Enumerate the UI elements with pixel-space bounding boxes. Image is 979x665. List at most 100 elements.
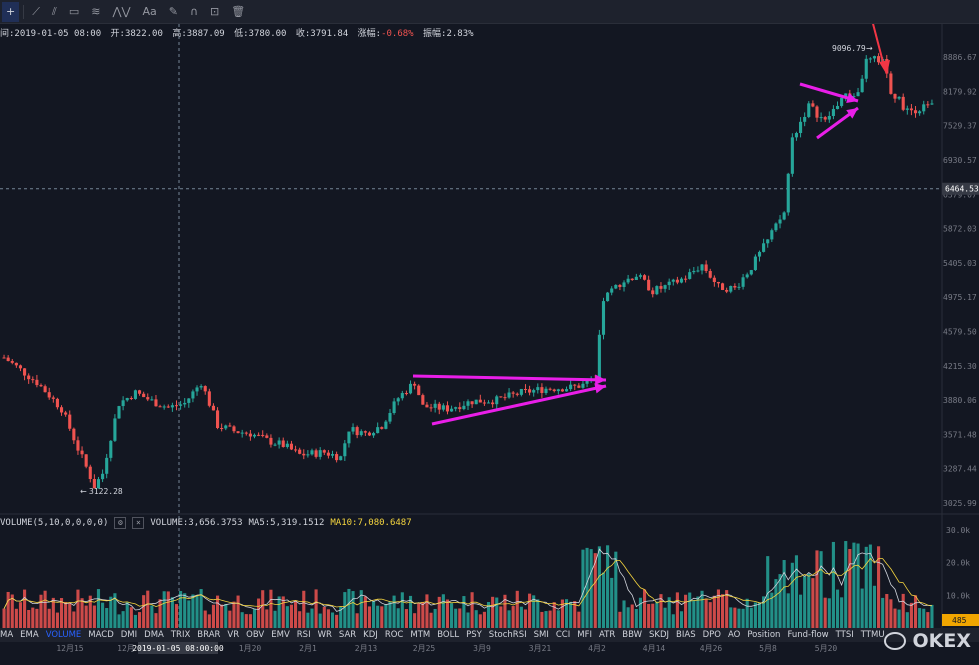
indicator-tab-smi[interactable]: SMI <box>533 630 549 640</box>
volume-bar <box>133 614 137 628</box>
indicator-tab-atr[interactable]: ATR <box>598 630 616 640</box>
indicator-tab-wr[interactable]: WR <box>317 630 332 640</box>
volume-bar <box>692 600 696 628</box>
candle-body <box>803 116 807 122</box>
indicator-tab-volume[interactable]: VOLUME <box>45 630 82 640</box>
volume-bar <box>96 589 101 628</box>
trash-icon[interactable]: 🗑 <box>231 4 246 18</box>
volume-bar <box>294 601 298 628</box>
candle-body <box>532 390 536 393</box>
volume-bar <box>310 608 314 628</box>
volume-bar <box>14 608 18 628</box>
time-tick-label: 2月13 <box>355 644 378 653</box>
indicator-tab-bias[interactable]: BIAS <box>676 630 696 640</box>
volume-bar <box>166 591 170 628</box>
volume-bar <box>220 604 224 628</box>
candle-body <box>762 243 766 252</box>
candle-body <box>897 96 901 99</box>
trend-line-icon[interactable]: ⟋ <box>32 4 40 18</box>
volume-bar <box>433 608 437 628</box>
candle-body <box>76 440 80 451</box>
indicator-tab-mfi[interactable]: MFI <box>577 630 592 640</box>
candle-body <box>146 397 150 400</box>
pencil-icon[interactable]: ✎ <box>168 4 178 18</box>
indicator-tab-dpo[interactable]: DPO <box>702 630 721 640</box>
indicator-tab-roc[interactable]: ROC <box>384 630 404 640</box>
candle-body <box>326 452 330 456</box>
fib-icon[interactable]: ⫽ <box>51 4 57 18</box>
volume-bar <box>881 597 885 628</box>
volume-bar <box>622 600 626 628</box>
indicator-tab-kdj[interactable]: KDJ <box>363 630 378 640</box>
candle-body <box>614 284 618 289</box>
indicator-tab-trix[interactable]: TRIX <box>170 630 191 640</box>
price-tick-label: 6930.57 <box>943 156 977 165</box>
indicator-tab-dmi[interactable]: DMI <box>120 630 138 640</box>
brush-pattern-icon[interactable]: ≋ <box>91 4 101 18</box>
candle-body <box>421 395 425 405</box>
volume-bar <box>462 596 466 628</box>
indicator-tab-bbw[interactable]: BBW <box>622 630 643 640</box>
volume-bar <box>556 610 560 628</box>
volume-bar <box>491 596 495 628</box>
wave-icon[interactable]: ⋀⋁ <box>112 4 131 18</box>
indicator-tab-cci[interactable]: CCI <box>555 630 571 640</box>
rectangle-icon[interactable]: ▭ <box>68 4 80 18</box>
indicator-tab-skdj[interactable]: SKDJ <box>649 630 670 640</box>
candle-body <box>877 56 881 63</box>
indicator-tab-position[interactable]: Position <box>747 630 781 640</box>
volume-bar <box>466 612 470 628</box>
indicator-tab-fund-flow[interactable]: Fund-flow <box>787 630 829 640</box>
time-tick-label: 4月14 <box>643 644 666 653</box>
indicator-tab-stochrsi[interactable]: StochRSI <box>488 630 527 640</box>
candle-body <box>482 402 486 404</box>
candle-body <box>289 443 294 450</box>
volume-bar <box>252 608 257 628</box>
indicator-tab-vr[interactable]: VR <box>227 630 240 640</box>
indicator-bar: MA EMA VOLUME MACD DMI DMA TRIX BRAR VR OBV EMV RSI… <box>0 628 979 642</box>
indicator-tab-psy[interactable]: PSY <box>466 630 482 640</box>
indicator-tab-ma[interactable]: MA <box>0 630 14 640</box>
candle-body <box>491 402 495 405</box>
lock-icon[interactable]: ⊡ <box>210 4 220 18</box>
candle-body <box>273 444 277 446</box>
volume-bar <box>265 609 269 628</box>
candle-body <box>183 402 187 405</box>
volume-bar <box>425 594 429 628</box>
indicator-tab-ema[interactable]: EMA <box>20 630 39 640</box>
text-icon[interactable]: Aa <box>142 4 157 18</box>
magnet-icon[interactable]: ∩ <box>189 4 199 18</box>
indicator-tab-ttmu[interactable]: TTMU <box>860 630 885 640</box>
candle-body <box>794 133 799 138</box>
candle-body <box>564 389 569 392</box>
volume-bar <box>585 547 589 628</box>
upper-wedge-arrow-head <box>595 374 606 385</box>
settings-icon[interactable]: ⚙ <box>114 517 127 529</box>
indicator-tab-ao[interactable]: AO <box>727 630 741 640</box>
indicator-tab-brar[interactable]: BRAR <box>197 630 221 640</box>
indicator-tab-dma[interactable]: DMA <box>144 630 164 640</box>
indicator-tab-sar[interactable]: SAR <box>338 630 357 640</box>
indicator-tab-obv[interactable]: OBV <box>246 630 265 640</box>
candle-body <box>343 443 347 457</box>
crosshair-icon[interactable]: + <box>2 1 20 22</box>
indicator-tab-macd[interactable]: MACD <box>88 630 114 640</box>
close-icon[interactable]: × <box>132 517 145 529</box>
indicator-tab-rsi[interactable]: RSI <box>296 630 311 640</box>
indicator-tab-emv[interactable]: EMV <box>271 630 290 640</box>
toolbar-divider <box>23 4 25 19</box>
volume-bar <box>712 595 716 628</box>
volume-bar <box>179 591 183 628</box>
indicator-tab-mtm[interactable]: MTM <box>410 630 431 640</box>
volume-bar <box>688 592 692 628</box>
candle-body <box>433 403 437 408</box>
indicator-tab-boll[interactable]: BOLL <box>437 630 460 640</box>
volume-bar <box>359 590 363 628</box>
price-tick-label: 8179.92 <box>943 87 977 96</box>
candle-body <box>893 93 897 99</box>
indicator-tab-ttsi[interactable]: TTSI <box>835 630 854 640</box>
candle-body <box>55 398 59 408</box>
candle-body <box>856 92 860 97</box>
price-tick-label: 6379.07 <box>943 190 977 199</box>
